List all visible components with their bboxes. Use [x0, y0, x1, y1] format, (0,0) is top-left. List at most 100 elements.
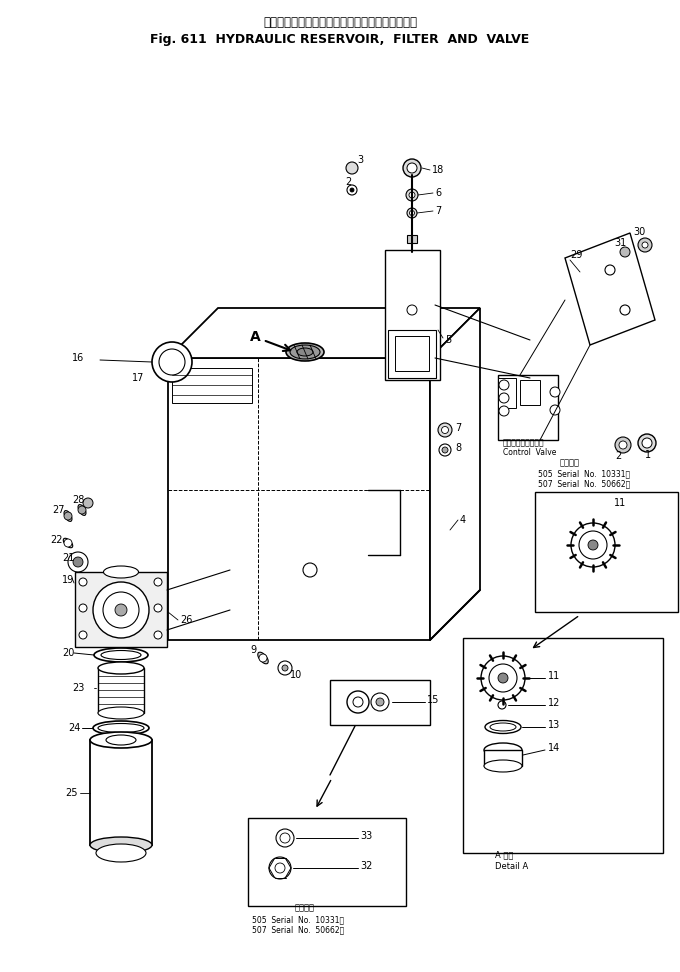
Bar: [498, 375, 558, 440]
Circle shape: [376, 698, 384, 706]
Text: 18: 18: [432, 165, 444, 175]
Circle shape: [276, 829, 294, 847]
Circle shape: [64, 539, 72, 547]
Bar: [388, 330, 436, 378]
Bar: [172, 368, 252, 403]
Text: 10: 10: [290, 670, 302, 680]
Circle shape: [353, 697, 363, 707]
Circle shape: [620, 305, 630, 315]
Text: 19: 19: [62, 575, 74, 585]
Circle shape: [347, 185, 357, 195]
Circle shape: [441, 427, 449, 434]
Circle shape: [407, 305, 417, 315]
Circle shape: [619, 441, 627, 449]
Bar: [484, 750, 522, 766]
Polygon shape: [430, 308, 480, 640]
Circle shape: [409, 192, 415, 198]
Circle shape: [64, 512, 72, 520]
Circle shape: [571, 523, 615, 567]
Circle shape: [93, 582, 149, 638]
Text: 507  Serial  No.  50662～: 507 Serial No. 50662～: [538, 479, 630, 489]
Text: 3: 3: [357, 155, 363, 165]
Text: 13: 13: [548, 720, 560, 730]
Bar: [75, 572, 167, 647]
Text: 11: 11: [548, 671, 560, 681]
Text: 12: 12: [548, 698, 560, 708]
Circle shape: [498, 673, 508, 683]
Text: 6: 6: [435, 188, 441, 198]
Ellipse shape: [290, 345, 320, 359]
Ellipse shape: [78, 504, 86, 515]
Circle shape: [588, 540, 598, 550]
Text: 30: 30: [633, 227, 645, 237]
Circle shape: [154, 578, 162, 586]
Bar: [168, 358, 430, 640]
Circle shape: [347, 691, 369, 713]
Text: 適用号機: 適用号機: [295, 904, 315, 913]
Ellipse shape: [93, 721, 149, 735]
Bar: [498, 378, 516, 408]
Circle shape: [642, 242, 648, 248]
Circle shape: [303, 563, 317, 577]
Circle shape: [615, 437, 631, 453]
Text: 17: 17: [132, 373, 144, 383]
Text: Detail A: Detail A: [495, 861, 528, 871]
Text: Control  Valve: Control Valve: [503, 447, 556, 457]
Circle shape: [350, 188, 354, 192]
Ellipse shape: [98, 707, 144, 719]
Circle shape: [499, 393, 509, 403]
Text: 9: 9: [250, 645, 256, 655]
Text: 32: 32: [360, 861, 373, 871]
Circle shape: [159, 349, 185, 375]
Ellipse shape: [490, 723, 516, 731]
Text: ハイドロリックリザーバ、フィルタおよびバルブ: ハイドロリックリザーバ、フィルタおよびバルブ: [263, 16, 417, 29]
Ellipse shape: [297, 348, 313, 356]
Text: 8: 8: [455, 443, 461, 453]
Text: 15: 15: [427, 695, 439, 705]
Circle shape: [438, 423, 452, 437]
Text: 24: 24: [68, 723, 80, 733]
Bar: [395, 336, 429, 371]
Circle shape: [346, 162, 358, 174]
Circle shape: [83, 498, 93, 508]
Text: 1: 1: [645, 450, 651, 460]
Circle shape: [103, 592, 139, 628]
Bar: [90, 740, 152, 845]
Ellipse shape: [484, 760, 522, 772]
Circle shape: [499, 380, 509, 390]
Ellipse shape: [485, 720, 521, 734]
Circle shape: [152, 342, 192, 382]
Text: コントロールバルブ: コントロールバルブ: [503, 438, 545, 447]
Text: 27: 27: [52, 505, 65, 515]
Ellipse shape: [63, 538, 73, 548]
Text: 505  Serial  No.  10331～: 505 Serial No. 10331～: [538, 469, 630, 478]
Circle shape: [489, 664, 517, 692]
Circle shape: [73, 557, 83, 567]
Ellipse shape: [64, 510, 72, 521]
Text: 5: 5: [445, 335, 452, 345]
Circle shape: [638, 434, 656, 452]
Circle shape: [79, 578, 87, 586]
Text: 21: 21: [62, 553, 74, 563]
Circle shape: [481, 656, 525, 700]
Bar: [385, 250, 440, 380]
Circle shape: [406, 189, 418, 201]
Circle shape: [154, 631, 162, 639]
Ellipse shape: [286, 343, 324, 361]
Text: 505  Serial  No.  10331～: 505 Serial No. 10331～: [252, 916, 344, 924]
Ellipse shape: [90, 732, 152, 748]
Circle shape: [78, 506, 86, 514]
Circle shape: [154, 604, 162, 612]
Ellipse shape: [94, 648, 148, 662]
Text: 25: 25: [65, 788, 78, 798]
Text: Fig. 611  HYDRAULIC RESERVOIR,  FILTER  AND  VALVE: Fig. 611 HYDRAULIC RESERVOIR, FILTER AND…: [150, 33, 530, 46]
Circle shape: [409, 211, 415, 216]
Circle shape: [550, 405, 560, 415]
Circle shape: [371, 693, 389, 711]
Circle shape: [642, 438, 652, 448]
Circle shape: [499, 406, 509, 416]
Text: 7: 7: [435, 206, 441, 216]
Ellipse shape: [258, 652, 268, 664]
Circle shape: [407, 163, 417, 173]
Circle shape: [550, 387, 560, 397]
